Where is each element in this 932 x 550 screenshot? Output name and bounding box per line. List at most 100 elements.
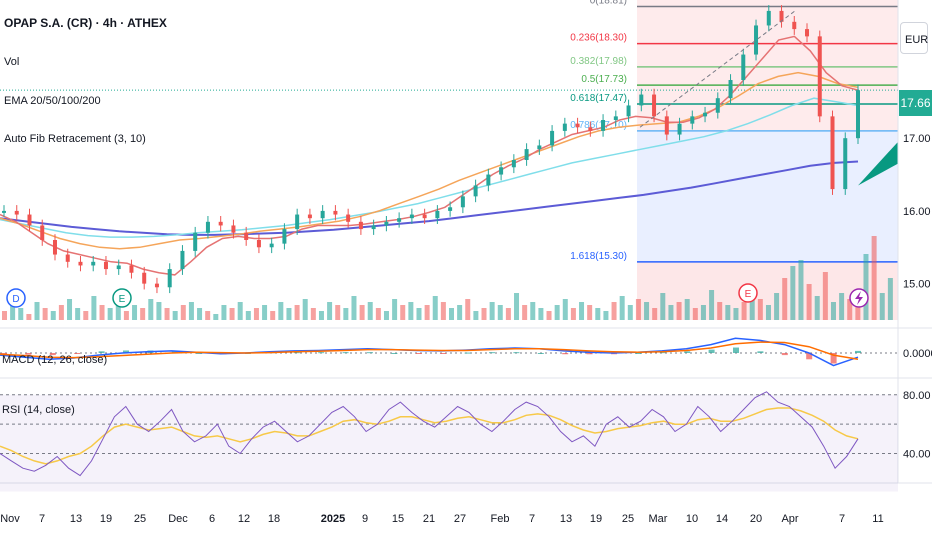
volume-bar [164,308,170,320]
rsi-legend[interactable]: RSI (14, close) [2,404,75,416]
candle-body [524,149,529,160]
volume-bar [205,311,211,320]
x-axis-tick: 20 [750,513,762,525]
volume-bar [627,305,633,320]
volume-bar [408,302,414,320]
candle-body [384,221,389,226]
candle-body [652,94,657,117]
volume-bar [432,296,438,320]
projection-arrow [858,141,898,186]
volume-bar [18,308,24,320]
volume-bar [180,305,186,320]
macd-histogram-bar [659,352,666,354]
candle-body [244,232,249,240]
macd-histogram-bar [537,353,544,354]
currency-selector[interactable] [900,22,928,54]
macd-histogram-bar [708,349,715,353]
macd-histogram-bar [733,347,739,353]
candle-body [448,207,453,211]
x-axis-tick: 7 [39,513,45,525]
candle-body [180,250,185,270]
volume-bar [806,284,812,320]
volume-bar [286,308,292,320]
volume-bar [294,305,300,320]
rsi-axis-tick: 80.00 [903,390,931,402]
volume-bar [278,302,284,320]
volume-bar [424,305,430,320]
candle-body [741,54,746,80]
volume-bar [26,314,32,320]
volume-bar [725,305,731,320]
volume-bar [538,308,544,320]
macd-histogram-bar [855,350,861,353]
ema200-line [0,160,859,236]
volume-bar [782,278,788,320]
macd-histogram-bar [293,352,300,354]
volume-bar [132,305,138,320]
fib-label-3: 0.5(17.73) [581,74,627,85]
volume-bar [497,305,503,320]
event-marker-label: D [12,294,19,305]
macd-histogram-bar [513,352,520,354]
macd-histogram-bar [25,353,32,355]
volume-bar [570,308,576,320]
volume-bar [554,305,560,320]
candle-body [779,10,784,22]
x-axis-tick: 21 [423,513,435,525]
candle-body [269,243,274,248]
candle-body [766,10,771,26]
macd-histogram-bar [98,351,105,353]
ema-legend[interactable]: EMA 20/50/100/200 [4,95,101,107]
volume-bar [229,308,235,320]
candle-body [103,261,108,270]
volume-bar [367,302,373,320]
fib-legend[interactable]: Auto Fib Retracement (3, 10) [4,133,146,145]
volume-bar [123,311,129,320]
volume-bar [684,299,690,320]
fib-label-2: 0.382(17.98) [570,56,627,67]
fib-trend-line [639,10,796,128]
candle-body [626,105,631,117]
candle-body [154,283,159,288]
volume-bar [75,308,81,320]
volume-bar [595,308,601,320]
volume-bar [749,296,755,320]
candle-body [116,265,121,270]
candle-body [205,221,210,233]
x-axis-tick: 19 [590,513,602,525]
candle-body [346,214,351,222]
ema100-line [0,97,859,238]
volume-bar [115,302,121,320]
volume-bar [351,296,357,320]
candle-body [358,221,363,230]
volume-bar [741,302,747,320]
x-axis-tick: 27 [454,513,466,525]
candle-body [397,218,402,222]
candle-body [65,254,70,262]
macd-legend[interactable]: MACD (12, 26, close) [2,354,108,366]
volume-bar [635,299,641,320]
macd-histogram-bar [49,353,56,356]
volume-bar [514,293,520,320]
volume-bar [473,311,479,320]
volume-bar [700,305,706,320]
rsi-band [0,394,898,492]
volume-bar [822,272,828,320]
candle-body [52,240,57,255]
event-marker-label: E [745,289,752,300]
volume-bar [400,305,406,320]
volume-bar [392,299,398,320]
macd-axis-tick: 0.0000 [903,348,932,360]
event-marker-label: E [119,294,126,305]
candle-body [129,265,134,273]
symbol-title[interactable]: OPAP S.A. (CR) · 4h · ATHEX [4,16,167,30]
x-axis-tick: 7 [839,513,845,525]
candle-body [639,94,644,106]
macd-line [0,337,859,367]
volume-bar [449,308,454,320]
vol-legend[interactable]: Vol [4,56,20,68]
currency-label: EUR [905,34,929,46]
volume-bar [798,260,804,320]
macd-histogram-bar [781,353,788,356]
